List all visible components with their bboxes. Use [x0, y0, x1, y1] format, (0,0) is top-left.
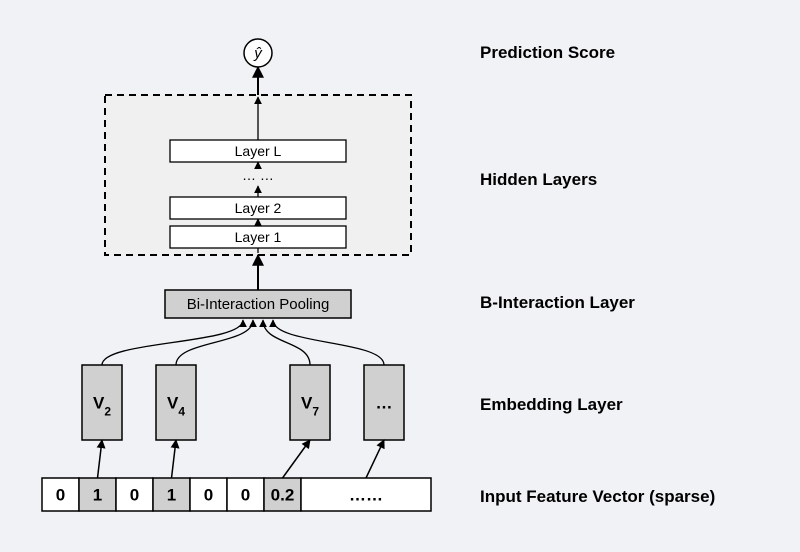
input-cell-text-3: 1	[167, 486, 176, 505]
arrow-input-embed-3	[366, 440, 384, 478]
layer-1-text: Layer 1	[235, 229, 282, 245]
label-hidden: Hidden Layers	[480, 170, 597, 189]
input-cell-text-1: 1	[93, 486, 102, 505]
input-cell-text-0: 0	[56, 486, 65, 505]
label-binteraction: B-Interaction Layer	[480, 293, 635, 312]
label-input: Input Feature Vector (sparse)	[480, 487, 715, 506]
input-cell-text-4: 0	[204, 486, 213, 505]
label-prediction: Prediction Score	[480, 43, 615, 62]
embedding-label-3: …	[376, 394, 393, 413]
arrow-embed-bi-1	[176, 320, 253, 365]
arrow-embed-bi-3	[273, 320, 384, 365]
arrow-embed-bi-0	[102, 320, 243, 365]
input-cell-text-2: 0	[130, 486, 139, 505]
arrow-input-embed-1	[172, 440, 177, 478]
input-cell-text-6: 0.2	[271, 486, 295, 505]
arrow-input-embed-0	[98, 440, 103, 478]
layer-L-text: Layer L	[235, 143, 282, 159]
input-cell-text-7: ……	[349, 486, 383, 505]
layer-2-text: Layer 2	[235, 200, 282, 216]
arrow-input-embed-2	[283, 440, 311, 478]
bi-pool-text: Bi-Interaction Pooling	[187, 296, 330, 313]
input-cell-text-5: 0	[241, 486, 250, 505]
layer-dots: … …	[242, 167, 274, 183]
label-embedding: Embedding Layer	[480, 395, 623, 414]
arrow-embed-bi-2	[263, 320, 310, 365]
